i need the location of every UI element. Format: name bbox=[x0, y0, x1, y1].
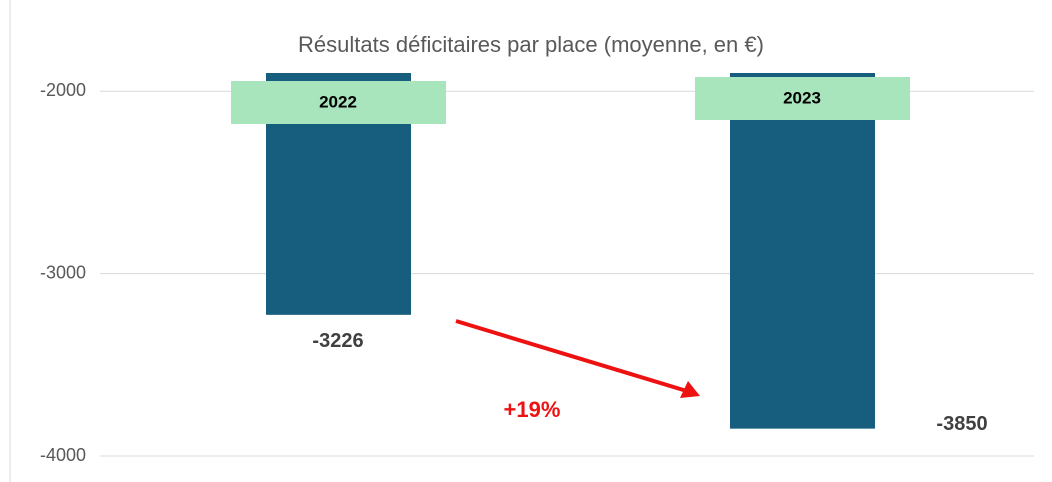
value-label: -3226 bbox=[312, 330, 363, 352]
trend-arrow bbox=[455, 319, 691, 394]
y-tick-label: -2000 bbox=[40, 80, 86, 100]
category-box bbox=[695, 77, 910, 120]
chart-title: Résultats déficitaires par place (moyenn… bbox=[298, 32, 764, 57]
x-tick-label: 2023 bbox=[783, 88, 821, 107]
category-box bbox=[231, 81, 446, 124]
y-tick-label: -4000 bbox=[40, 445, 86, 465]
bar bbox=[730, 73, 875, 429]
marks: -3226 2022 -3850 2023 bbox=[231, 73, 988, 435]
annotation: +19% bbox=[504, 397, 561, 422]
x-tick-label: 2022 bbox=[319, 92, 357, 111]
arrow-head bbox=[680, 381, 700, 398]
y-tick-label: -3000 bbox=[40, 262, 86, 282]
value-label: -3850 bbox=[936, 413, 987, 435]
